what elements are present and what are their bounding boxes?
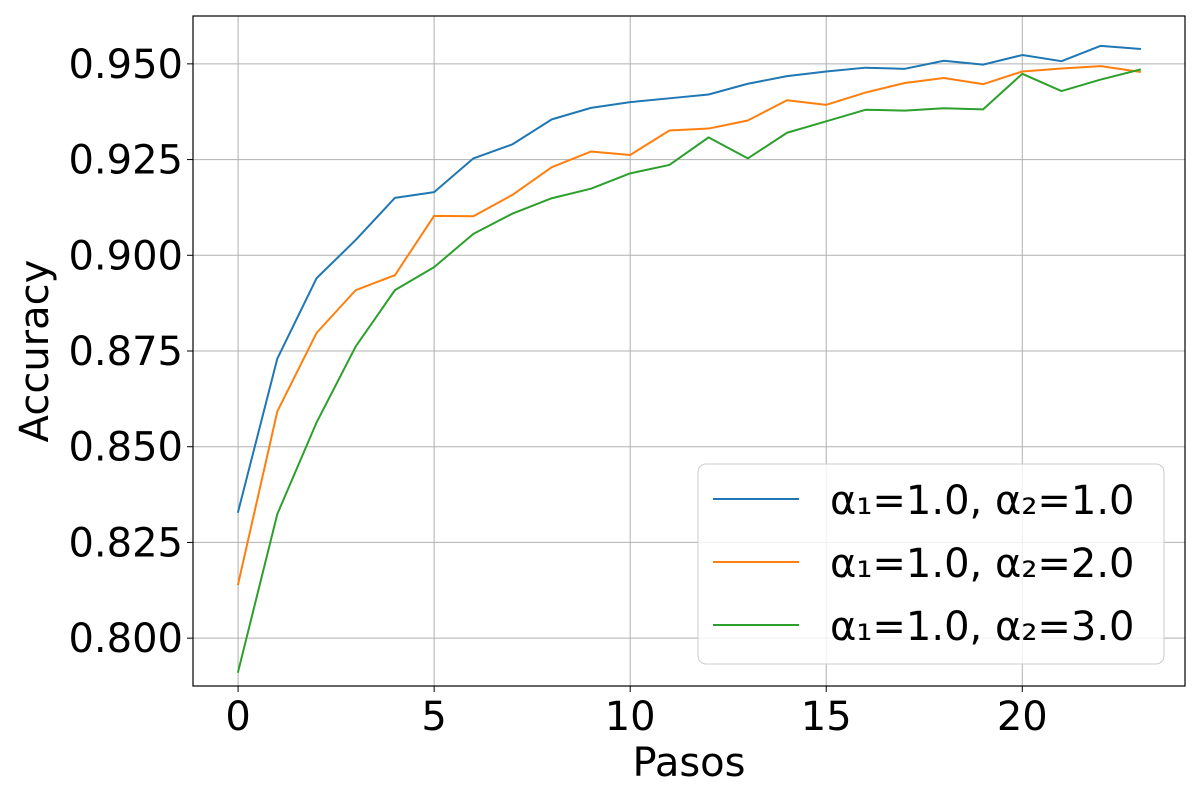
x-tick-label: 15 — [801, 694, 852, 740]
grid — [193, 16, 1185, 686]
y-tick-label: 0.800 — [68, 616, 183, 662]
axis-ticks: 0 5 10 15 20 0.800 0.825 0.850 0.875 0.900 0.925 0.… — [68, 42, 1047, 740]
series-line-3 — [236, 68, 1142, 674]
y-tick-label: 0.925 — [68, 138, 183, 184]
series-line-1 — [236, 44, 1141, 514]
series-lines — [236, 44, 1142, 674]
x-tick-label: 20 — [997, 694, 1048, 740]
x-tick-label: 10 — [605, 694, 656, 740]
y-tick-label: 0.950 — [68, 42, 183, 88]
legend-label-1: α₁=1.0, α₂=1.0 — [830, 478, 1135, 524]
y-tick-label: 0.825 — [68, 520, 183, 566]
y-axis-label: Accuracy — [12, 260, 58, 443]
y-tick-label: 0.850 — [68, 425, 183, 471]
legend-label-2: α₁=1.0, α₂=2.0 — [830, 541, 1135, 587]
y-tick-label: 0.875 — [68, 329, 183, 375]
y-tick-label: 0.900 — [68, 233, 183, 279]
legend: α₁=1.0, α₂=1.0 α₁=1.0, α₂=2.0 α₁=1.0, α₂=3… — [697, 463, 1165, 665]
legend-box — [697, 463, 1165, 665]
x-axis-label: Pasos — [633, 740, 746, 786]
x-tick-label: 5 — [421, 694, 446, 740]
x-tick-label: 0 — [225, 694, 250, 740]
legend-label-3: α₁=1.0, α₂=3.0 — [830, 604, 1135, 650]
series-line-2 — [236, 65, 1142, 586]
